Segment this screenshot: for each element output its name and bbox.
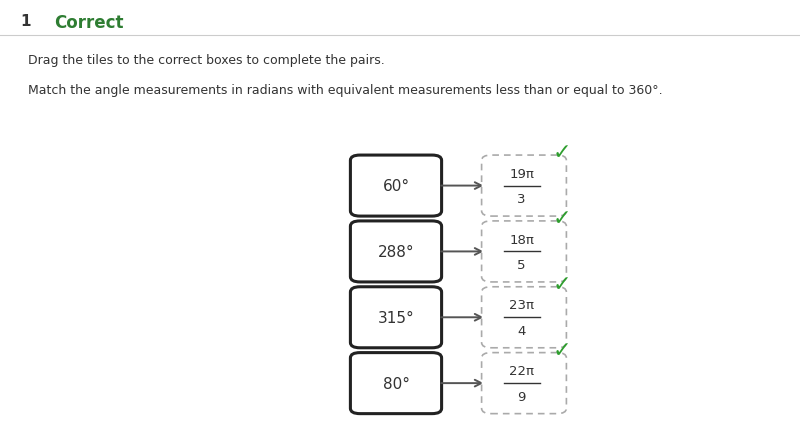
Text: 288°: 288°: [378, 244, 414, 259]
Text: 3: 3: [518, 193, 526, 206]
Text: 22π: 22π: [509, 364, 534, 378]
FancyBboxPatch shape: [482, 353, 566, 413]
Text: ✓: ✓: [553, 209, 571, 229]
Text: Drag the tiles to the correct boxes to complete the pairs.: Drag the tiles to the correct boxes to c…: [28, 53, 385, 67]
Text: 9: 9: [518, 390, 526, 403]
Text: 1: 1: [20, 14, 30, 29]
Text: Correct: Correct: [54, 14, 124, 32]
Text: 5: 5: [518, 258, 526, 272]
Text: Match the angle measurements in radians with equivalent measurements less than o: Match the angle measurements in radians …: [28, 84, 662, 97]
FancyBboxPatch shape: [350, 353, 442, 413]
FancyBboxPatch shape: [350, 222, 442, 283]
FancyBboxPatch shape: [482, 222, 566, 283]
Text: 23π: 23π: [509, 299, 534, 312]
Text: 80°: 80°: [382, 376, 410, 391]
Text: ✓: ✓: [553, 275, 571, 294]
Text: ✓: ✓: [553, 143, 571, 163]
FancyBboxPatch shape: [482, 287, 566, 348]
Text: ✓: ✓: [553, 340, 571, 360]
Text: 19π: 19π: [509, 167, 534, 180]
FancyBboxPatch shape: [482, 156, 566, 217]
Text: 60°: 60°: [382, 179, 410, 194]
Text: 315°: 315°: [378, 310, 414, 325]
FancyBboxPatch shape: [350, 287, 442, 348]
FancyBboxPatch shape: [350, 156, 442, 217]
Text: 4: 4: [518, 324, 526, 337]
Text: 18π: 18π: [509, 233, 534, 246]
